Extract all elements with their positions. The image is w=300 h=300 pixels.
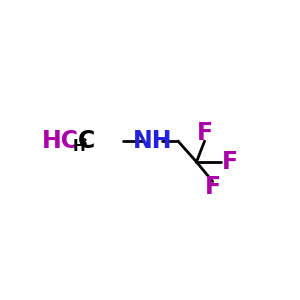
Text: NH: NH [133, 129, 172, 153]
Text: HC: HC [42, 129, 79, 153]
Text: C: C [78, 129, 95, 153]
Text: F: F [222, 150, 238, 174]
Text: F: F [205, 175, 221, 199]
Text: H: H [72, 139, 85, 154]
Text: 3: 3 [79, 138, 87, 148]
Text: F: F [196, 121, 213, 145]
